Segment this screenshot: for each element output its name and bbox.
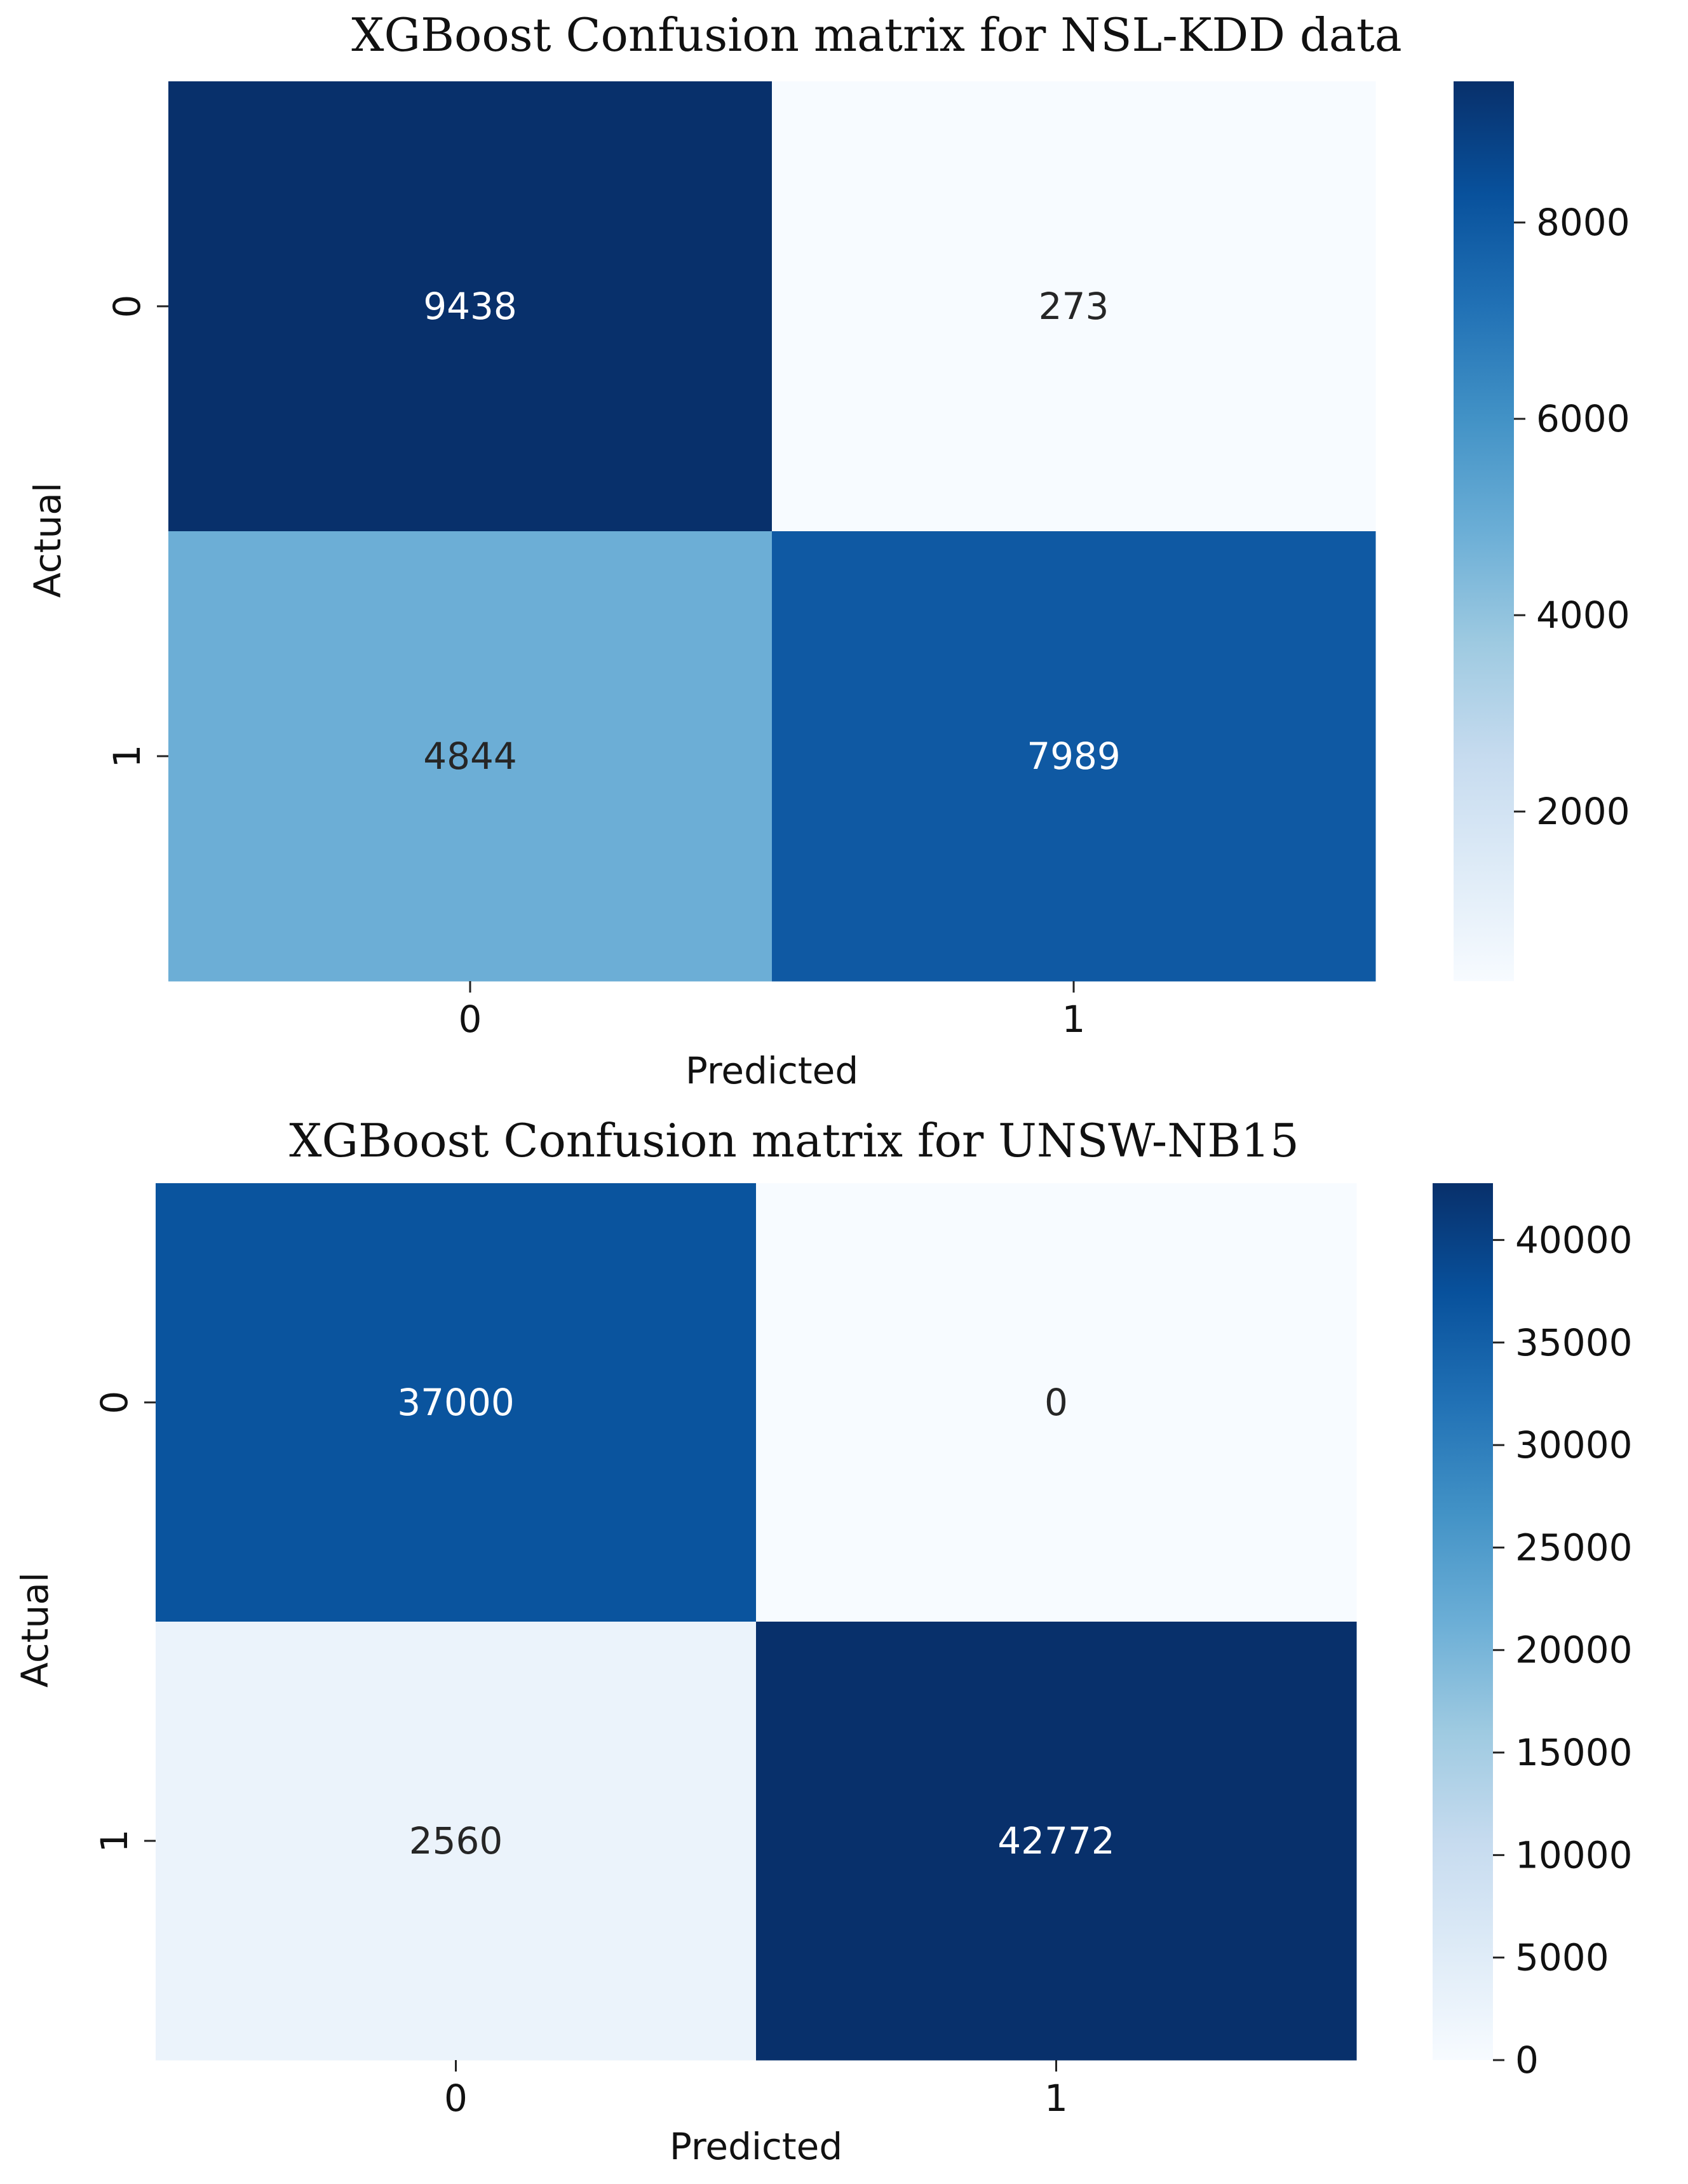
colorbar-tick-label: 35000 [1515, 1321, 1633, 1364]
colorbar-tick-label: 20000 [1515, 1629, 1633, 1672]
colorbar-tick-label: 40000 [1515, 1218, 1633, 1261]
x-tick-label: 1 [1044, 2077, 1068, 2120]
colorbar: 2000 4000 6000 8000 [1454, 81, 1630, 981]
y-tick-label: 1 [105, 745, 149, 768]
colorbar-tick-label: 10000 [1515, 1833, 1633, 1876]
chart-title: XGBoost Confusion matrix for NSL-KDD dat… [351, 8, 1401, 62]
colorbar-tick-label: 2000 [1536, 790, 1630, 833]
heatmap-cell-0-0 [168, 81, 773, 532]
heatmap-cell-0-1 [756, 1183, 1357, 1622]
x-tick-label: 0 [459, 998, 482, 1041]
colorbar-gradient [1433, 1183, 1493, 2060]
heatmap-cell-0-0 [156, 1183, 757, 1622]
colorbar-tick-label: 6000 [1536, 397, 1630, 440]
y-axis-label: Actual [26, 482, 69, 598]
cell-value-label: 0 [1044, 1381, 1068, 1424]
heatmap-cell-1-1 [756, 1622, 1357, 2061]
colorbar-tick-label: 8000 [1536, 201, 1630, 244]
colorbar-tick-label: 4000 [1536, 593, 1630, 637]
cell-value-label: 2560 [409, 1819, 503, 1862]
cell-value-label: 7989 [1027, 735, 1121, 778]
y-axis-label: Actual [13, 1572, 57, 1688]
cell-value-label: 4844 [423, 735, 517, 778]
y-tick-label: 0 [105, 295, 149, 318]
chart-title: XGBoost Confusion matrix for UNSW-NB15 [289, 1114, 1299, 1167]
y-axis-ticks: 01 [93, 1391, 156, 1853]
colorbar-tick-label: 0 [1515, 2038, 1539, 2082]
cell-value-label: 37000 [397, 1381, 515, 1424]
colorbar-tick-label: 30000 [1515, 1423, 1633, 1467]
heatmap-cells: 37000 0 2560 42772 [156, 1183, 1357, 2061]
heatmap-cell-0-1 [772, 81, 1376, 532]
cell-value-label: 9438 [423, 285, 517, 328]
colorbar-gradient [1454, 81, 1514, 981]
x-axis-label: Predicted [685, 1049, 858, 1092]
cell-value-label: 42772 [997, 1819, 1115, 1862]
confusion-matrix-unsw-nb15: XGBoost Confusion matrix for UNSW-NB15 3… [13, 1114, 1633, 2168]
confusion-matrix-nsl-kdd: XGBoost Confusion matrix for NSL-KDD dat… [26, 8, 1630, 1092]
colorbar-tick-label: 15000 [1515, 1731, 1633, 1774]
colorbar-tick-label: 5000 [1515, 1936, 1609, 1979]
cell-value-label: 273 [1039, 285, 1109, 328]
heatmap-cell-1-1 [772, 531, 1376, 982]
heatmap-cells: 9438 273 4844 7989 [168, 81, 1376, 982]
x-axis-label: Predicted [670, 2125, 842, 2168]
x-tick-label: 0 [444, 2077, 468, 2120]
heatmap-cell-1-0 [156, 1622, 757, 2061]
y-axis-ticks: 01 [105, 295, 168, 768]
y-tick-label: 0 [93, 1391, 136, 1414]
heatmap-cell-1-0 [168, 531, 773, 982]
x-tick-label: 1 [1062, 998, 1086, 1041]
y-tick-label: 1 [93, 1829, 136, 1853]
colorbar: 0 5000 10000 15000 20000 25000 30000 35000 40000 [1433, 1183, 1633, 2082]
colorbar-tick-label: 25000 [1515, 1526, 1633, 1569]
